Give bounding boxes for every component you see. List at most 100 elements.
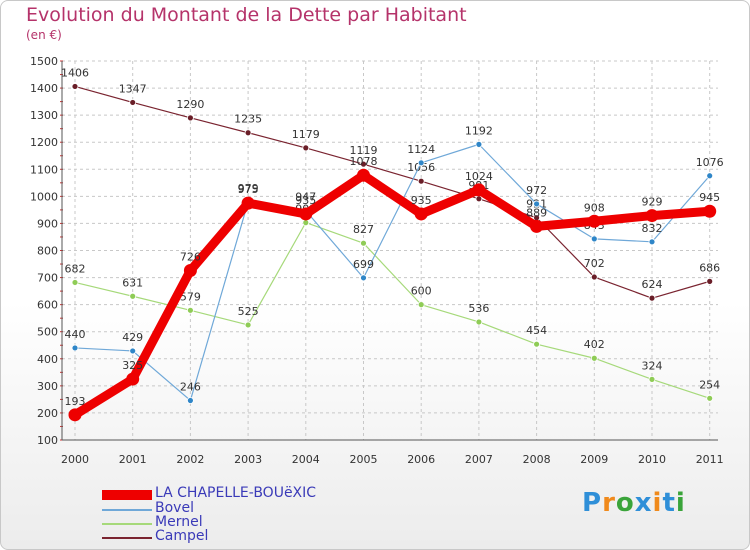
data-label-campel: 1119 bbox=[350, 144, 378, 157]
data-point-mernel bbox=[360, 239, 367, 247]
data-label-bovel: 440 bbox=[65, 328, 86, 341]
brand-letter: P bbox=[582, 488, 603, 518]
data-label-campel: 624 bbox=[642, 278, 663, 291]
data-point-campel bbox=[590, 273, 598, 281]
data-label-la-chapelle-bou-xic: 1024 bbox=[465, 170, 493, 183]
data-point-mernel bbox=[71, 279, 79, 286]
data-label-la-chapelle-bou-xic: 726 bbox=[180, 251, 201, 264]
data-label-bovel: 832 bbox=[642, 222, 663, 235]
data-label-bovel: 979 bbox=[238, 182, 259, 195]
x-tick-label: 2004 bbox=[292, 453, 320, 466]
y-tick-label: 200 bbox=[37, 407, 58, 420]
data-point-campel bbox=[71, 83, 79, 90]
legend-swatch-mernel bbox=[102, 523, 152, 525]
y-tick-label: 100 bbox=[37, 434, 58, 447]
data-point-campel bbox=[186, 114, 194, 122]
data-point-la-chapelle-bou-xic bbox=[126, 372, 140, 386]
data-point-mernel bbox=[590, 354, 598, 362]
x-tick-label: 2009 bbox=[580, 453, 608, 466]
data-label-campel: 1179 bbox=[292, 128, 320, 141]
brand-letter: t bbox=[662, 488, 676, 518]
chart-title: Evolution du Montant de la Dette par Hab… bbox=[26, 4, 467, 26]
data-label-campel: 686 bbox=[699, 261, 720, 274]
data-label-campel: 1347 bbox=[119, 82, 147, 95]
data-label-bovel: 1192 bbox=[465, 124, 493, 137]
x-tick-label: 2005 bbox=[350, 453, 378, 466]
data-point-bovel bbox=[648, 238, 656, 246]
data-label-campel: 702 bbox=[584, 257, 605, 270]
legend-swatch-la-chapelle bbox=[102, 490, 152, 500]
legend-label-bovel: Bovel bbox=[155, 500, 194, 516]
data-label-mernel: 682 bbox=[65, 262, 86, 275]
legend-label-la-chapelle: LA CHAPELLE-BOUëXIC bbox=[155, 485, 317, 501]
data-point-campel bbox=[244, 129, 252, 137]
data-label-campel: 1056 bbox=[407, 161, 435, 174]
data-label-la-chapelle-bou-xic: 975 bbox=[238, 183, 259, 196]
brand-letter: o bbox=[615, 488, 635, 518]
data-point-mernel bbox=[706, 394, 714, 402]
data-label-mernel: 827 bbox=[353, 223, 374, 236]
y-tick-label: 1500 bbox=[30, 55, 58, 68]
x-tick-label: 2002 bbox=[176, 453, 204, 466]
y-tick-label: 600 bbox=[37, 299, 58, 312]
data-label-mernel: 402 bbox=[584, 338, 605, 351]
data-label-la-chapelle-bou-xic: 1078 bbox=[350, 155, 378, 168]
legend-label-campel: Campel bbox=[155, 528, 209, 544]
data-point-campel bbox=[648, 294, 656, 302]
data-label-bovel: 947 bbox=[295, 191, 316, 204]
data-label-mernel: 536 bbox=[468, 302, 489, 315]
data-point-la-chapelle-bou-xic bbox=[241, 196, 255, 210]
data-point-bovel bbox=[360, 274, 367, 282]
data-point-campel bbox=[302, 144, 310, 152]
data-label-la-chapelle-bou-xic: 908 bbox=[584, 201, 605, 214]
data-point-campel bbox=[360, 160, 367, 168]
data-point-la-chapelle-bou-xic bbox=[587, 214, 601, 228]
legend-swatch-bovel bbox=[102, 509, 152, 511]
data-point-mernel bbox=[533, 340, 540, 348]
y-tick-label: 900 bbox=[37, 217, 58, 230]
y-tick-label: 1000 bbox=[30, 190, 58, 203]
data-point-la-chapelle-bou-xic bbox=[645, 209, 659, 223]
data-point-campel bbox=[129, 99, 137, 106]
x-tick-label: 2001 bbox=[119, 453, 147, 466]
data-label-la-chapelle-bou-xic: 945 bbox=[699, 191, 720, 204]
data-label-bovel: 246 bbox=[180, 380, 201, 393]
data-point-la-chapelle-bou-xic bbox=[68, 408, 82, 422]
data-label-bovel: 699 bbox=[353, 258, 374, 271]
x-tick-label: 2006 bbox=[407, 453, 435, 466]
y-tick-label: 1200 bbox=[30, 136, 58, 149]
data-point-mernel bbox=[244, 321, 252, 329]
chart-subtitle: (en €) bbox=[26, 28, 62, 42]
brand-letter: i bbox=[652, 488, 663, 518]
data-point-la-chapelle-bou-xic bbox=[183, 264, 197, 278]
data-point-mernel bbox=[186, 306, 194, 314]
series-line-campel bbox=[74, 85, 711, 299]
data-label-la-chapelle-bou-xic: 935 bbox=[295, 194, 316, 207]
data-label-bovel: 429 bbox=[122, 331, 143, 344]
series-line-bovel bbox=[74, 143, 711, 402]
data-point-bovel bbox=[417, 159, 425, 167]
brand-letter: x bbox=[634, 488, 653, 518]
data-point-la-chapelle-bou-xic bbox=[414, 207, 428, 221]
legend-label-mernel: Mernel bbox=[155, 514, 203, 530]
data-label-la-chapelle-bou-xic: 929 bbox=[642, 196, 663, 209]
brand-letter: r bbox=[602, 488, 616, 518]
data-point-la-chapelle-bou-xic bbox=[472, 183, 486, 197]
data-point-campel bbox=[475, 195, 483, 203]
data-label-la-chapelle-bou-xic: 889 bbox=[526, 206, 547, 219]
data-point-bovel bbox=[475, 140, 483, 148]
data-point-bovel bbox=[533, 200, 540, 208]
y-tick-label: 500 bbox=[37, 326, 58, 339]
data-point-bovel bbox=[186, 397, 194, 404]
data-point-la-chapelle-bou-xic bbox=[299, 207, 313, 221]
data-point-la-chapelle-bou-xic bbox=[357, 168, 370, 182]
data-point-bovel bbox=[129, 347, 137, 355]
y-tick-label: 1100 bbox=[30, 163, 58, 176]
data-label-campel: 1406 bbox=[61, 66, 89, 79]
data-label-bovel: 1124 bbox=[407, 143, 435, 156]
data-point-la-chapelle-bou-xic bbox=[703, 204, 717, 218]
data-label-campel: 1235 bbox=[234, 113, 262, 126]
data-point-mernel bbox=[417, 301, 425, 309]
